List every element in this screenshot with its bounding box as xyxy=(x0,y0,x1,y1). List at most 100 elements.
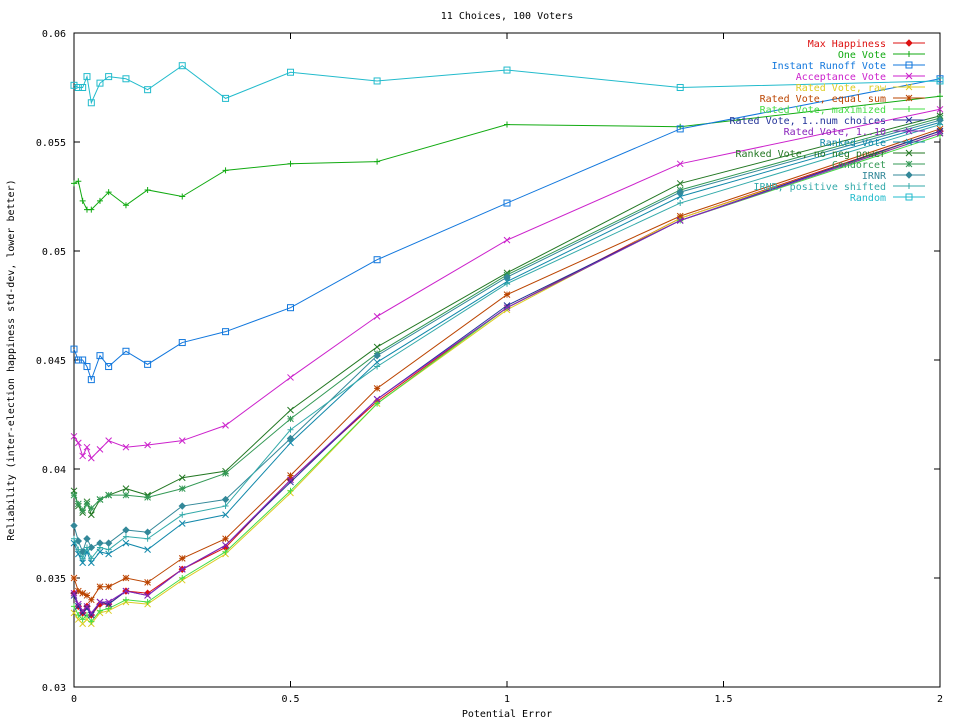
data-point xyxy=(88,618,95,625)
data-point xyxy=(105,73,113,81)
data-point xyxy=(905,160,913,168)
data-point xyxy=(87,543,96,552)
x-tick-label: 1.5 xyxy=(714,694,732,705)
data-point xyxy=(373,351,381,360)
data-point xyxy=(88,555,95,562)
data-point xyxy=(122,347,130,355)
series-0 xyxy=(70,127,944,619)
data-point xyxy=(222,503,229,510)
data-point xyxy=(144,592,151,599)
data-point xyxy=(287,68,294,76)
data-point xyxy=(906,51,912,57)
legend-label: Rated Vote, 1..10 xyxy=(784,127,886,138)
data-point xyxy=(83,602,91,610)
data-point xyxy=(79,555,86,562)
data-point xyxy=(96,446,104,453)
data-point xyxy=(287,426,294,433)
data-point xyxy=(178,339,186,347)
data-point xyxy=(105,550,112,558)
series-line xyxy=(73,130,941,616)
y-tick-label: 0.04 xyxy=(42,465,66,476)
data-point xyxy=(122,574,130,582)
data-point xyxy=(221,495,230,504)
data-point xyxy=(676,160,684,168)
data-point xyxy=(87,559,95,567)
data-point xyxy=(287,478,294,486)
data-point xyxy=(74,600,82,608)
legend-label: Rated Vote, 1..num choices xyxy=(729,116,886,127)
legend-label: Random xyxy=(850,193,886,204)
data-point xyxy=(676,212,684,220)
data-point xyxy=(122,202,129,209)
series-line xyxy=(73,132,941,625)
legend-label: Instant Runoff Vote xyxy=(772,61,886,72)
data-point xyxy=(374,158,381,165)
series-5 xyxy=(70,125,944,604)
data-point xyxy=(937,93,943,100)
data-point xyxy=(936,125,944,133)
data-point xyxy=(88,206,95,213)
series-layer xyxy=(70,62,944,628)
data-point xyxy=(676,188,684,196)
data-point xyxy=(96,598,104,606)
data-point xyxy=(905,171,913,179)
data-point xyxy=(179,193,186,200)
data-point xyxy=(105,598,112,606)
data-point xyxy=(79,452,87,460)
data-point xyxy=(83,73,91,81)
data-point xyxy=(676,180,684,187)
legend-item: IRNR, positive shifted xyxy=(754,182,925,193)
legend-item: Rated Vote, 1..num choices xyxy=(729,116,925,127)
data-point xyxy=(222,422,229,429)
data-point xyxy=(96,496,104,503)
data-point xyxy=(905,83,913,91)
data-point xyxy=(122,75,130,83)
data-point xyxy=(144,493,151,501)
data-point xyxy=(70,81,78,89)
series-line xyxy=(73,134,941,623)
data-point xyxy=(105,491,112,499)
series-14 xyxy=(70,62,944,107)
data-point xyxy=(287,487,294,494)
data-point xyxy=(222,535,229,543)
data-point xyxy=(373,384,381,392)
x-tick-label: 1 xyxy=(504,694,510,705)
data-point xyxy=(178,565,186,573)
data-point xyxy=(87,99,95,107)
data-point xyxy=(83,535,91,543)
data-point xyxy=(144,86,152,94)
series-line xyxy=(73,108,941,459)
data-point xyxy=(87,611,95,619)
series-line xyxy=(73,124,941,560)
data-point xyxy=(937,121,943,128)
data-point xyxy=(79,197,86,204)
y-axis-label: Reliability (inter-election happiness st… xyxy=(6,179,17,540)
series-line xyxy=(73,121,941,564)
legend-item: Ranked Vote, no neg power xyxy=(735,149,925,160)
data-point xyxy=(936,129,944,137)
data-point xyxy=(222,470,229,477)
y-tick-label: 0.05 xyxy=(42,247,66,258)
data-point xyxy=(74,537,83,545)
data-point xyxy=(83,592,91,599)
data-point xyxy=(143,528,152,536)
data-point xyxy=(286,434,295,443)
data-point xyxy=(74,439,82,447)
y-tick-label: 0.06 xyxy=(42,29,66,40)
data-point xyxy=(906,183,912,189)
legend-label: One Vote xyxy=(838,50,886,61)
data-point xyxy=(144,441,151,449)
data-point xyxy=(70,345,78,353)
data-point xyxy=(79,507,87,514)
data-point xyxy=(677,200,684,207)
y-tick-label: 0.035 xyxy=(36,574,66,585)
data-point xyxy=(287,304,294,312)
data-point xyxy=(222,548,229,555)
data-point xyxy=(373,395,381,403)
legend-label: Ranked Vote, no neg power xyxy=(735,149,886,160)
data-point xyxy=(79,84,87,91)
data-point xyxy=(70,589,78,597)
data-point xyxy=(936,127,944,135)
data-point xyxy=(79,616,86,623)
